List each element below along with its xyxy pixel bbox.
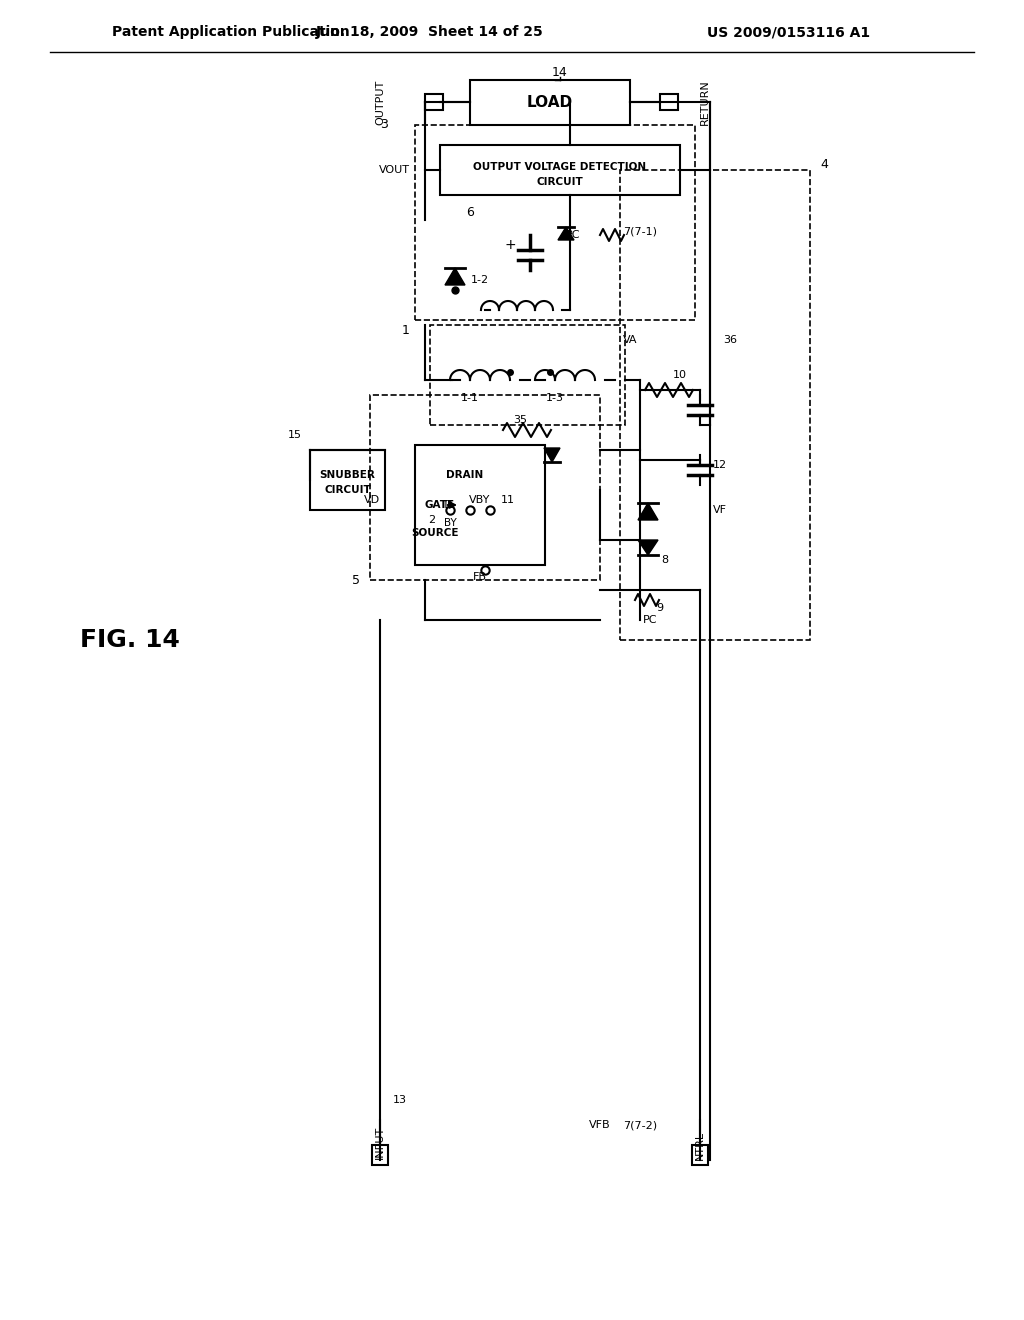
Text: VD: VD (364, 495, 380, 506)
Text: OUTPUT: OUTPUT (375, 79, 385, 124)
Text: Patent Application Publication: Patent Application Publication (112, 25, 350, 40)
Text: 3: 3 (380, 119, 388, 132)
Text: 11: 11 (501, 495, 515, 506)
Text: VF: VF (713, 506, 727, 515)
Text: 2: 2 (428, 515, 435, 525)
Bar (660, 94, 678, 110)
Bar (372, 1144, 388, 1166)
Bar (370, 395, 600, 579)
Bar (620, 170, 810, 640)
Text: 5: 5 (352, 573, 360, 586)
Text: 14: 14 (552, 66, 568, 78)
Polygon shape (544, 447, 560, 462)
Text: FB: FB (473, 572, 487, 582)
Text: NTRL: NTRL (695, 1130, 705, 1159)
Text: 1-3: 1-3 (546, 393, 564, 403)
Text: GATE: GATE (425, 500, 455, 510)
Polygon shape (558, 227, 574, 240)
Text: 7(7-1): 7(7-1) (623, 227, 657, 238)
Bar (430, 325, 625, 425)
Text: RETURN: RETURN (700, 79, 710, 125)
Bar (310, 450, 385, 510)
Bar (470, 81, 630, 125)
Text: SNUBBER: SNUBBER (319, 470, 376, 480)
Text: 10: 10 (673, 370, 687, 380)
Bar (415, 445, 545, 565)
Polygon shape (638, 503, 658, 520)
Text: VFB: VFB (589, 1119, 610, 1130)
Text: Jun. 18, 2009  Sheet 14 of 25: Jun. 18, 2009 Sheet 14 of 25 (316, 25, 544, 40)
Text: PC: PC (643, 615, 657, 624)
Text: 1-1: 1-1 (461, 393, 479, 403)
Text: CIRCUIT: CIRCUIT (537, 177, 584, 187)
Text: 36: 36 (723, 335, 737, 345)
Text: CIRCUIT: CIRCUIT (325, 484, 371, 495)
Bar (425, 94, 443, 110)
Text: 4: 4 (820, 158, 827, 172)
Text: SOURCE: SOURCE (412, 528, 459, 539)
Text: 9: 9 (656, 603, 664, 612)
Polygon shape (445, 268, 465, 285)
Text: 12: 12 (713, 459, 727, 470)
Text: BY: BY (443, 517, 457, 528)
Text: VBY: VBY (469, 495, 490, 506)
Text: ID: ID (442, 500, 454, 510)
Bar (692, 1144, 708, 1166)
Polygon shape (638, 540, 658, 554)
Text: 35: 35 (513, 414, 527, 425)
Text: +: + (504, 238, 516, 252)
Text: 8: 8 (662, 554, 669, 565)
Text: 1-2: 1-2 (471, 275, 489, 285)
Text: 1: 1 (402, 323, 410, 337)
Bar (440, 145, 680, 195)
Text: 7(7-2): 7(7-2) (623, 1119, 657, 1130)
Text: 6: 6 (466, 206, 474, 219)
Text: 15: 15 (288, 430, 302, 440)
Text: LOAD: LOAD (527, 95, 573, 110)
Text: 13: 13 (393, 1096, 407, 1105)
Text: INPUT: INPUT (375, 1126, 385, 1159)
Text: OUTPUT VOLTAGE DETECTION: OUTPUT VOLTAGE DETECTION (473, 162, 646, 172)
Text: VA: VA (623, 335, 637, 345)
Text: PC: PC (565, 230, 580, 240)
Text: DRAIN: DRAIN (446, 470, 483, 480)
Bar (415, 125, 695, 319)
Text: VOUT: VOUT (379, 165, 410, 176)
Text: FIG. 14: FIG. 14 (80, 628, 180, 652)
Text: US 2009/0153116 A1: US 2009/0153116 A1 (707, 25, 870, 40)
